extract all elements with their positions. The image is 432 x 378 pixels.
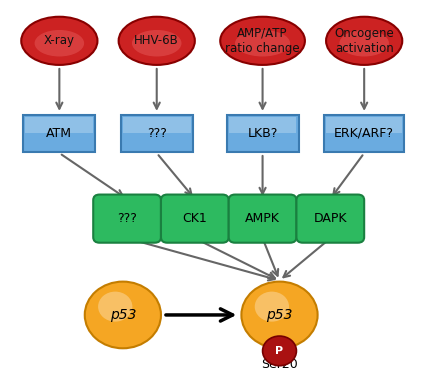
Text: X-ray: X-ray	[44, 34, 75, 47]
Text: AMP/ATP
ratio change: AMP/ATP ratio change	[225, 27, 300, 55]
Ellipse shape	[326, 17, 402, 65]
Text: p53: p53	[110, 308, 136, 322]
Text: AMPK: AMPK	[245, 212, 280, 225]
Text: DAPK: DAPK	[314, 212, 347, 225]
Text: ATM: ATM	[46, 127, 72, 140]
Ellipse shape	[340, 30, 389, 56]
Ellipse shape	[119, 17, 195, 65]
Circle shape	[85, 282, 161, 348]
FancyBboxPatch shape	[326, 117, 402, 133]
Text: LKB?: LKB?	[248, 127, 278, 140]
FancyBboxPatch shape	[123, 117, 191, 133]
FancyBboxPatch shape	[23, 115, 95, 152]
FancyBboxPatch shape	[229, 195, 296, 243]
Ellipse shape	[21, 17, 98, 65]
FancyBboxPatch shape	[121, 115, 193, 152]
FancyBboxPatch shape	[296, 195, 364, 243]
Circle shape	[263, 336, 296, 366]
Ellipse shape	[220, 17, 305, 65]
Text: ???: ???	[147, 127, 167, 140]
Circle shape	[241, 282, 318, 348]
FancyBboxPatch shape	[229, 117, 296, 133]
Text: ERK/ARF?: ERK/ARF?	[334, 127, 394, 140]
Ellipse shape	[35, 30, 84, 56]
FancyBboxPatch shape	[161, 195, 229, 243]
FancyBboxPatch shape	[93, 195, 161, 243]
Text: ???: ???	[117, 212, 137, 225]
Circle shape	[98, 291, 132, 322]
FancyBboxPatch shape	[226, 115, 299, 152]
FancyBboxPatch shape	[324, 115, 404, 152]
Text: CK1: CK1	[182, 212, 207, 225]
Ellipse shape	[235, 30, 290, 56]
Ellipse shape	[132, 30, 181, 56]
Text: Oncogene
activation: Oncogene activation	[334, 27, 394, 55]
Text: P: P	[276, 346, 283, 356]
Text: HHV-6B: HHV-6B	[134, 34, 179, 47]
Text: p53: p53	[266, 308, 293, 322]
Circle shape	[255, 291, 289, 322]
FancyBboxPatch shape	[25, 117, 93, 133]
Text: Ser20: Ser20	[261, 358, 298, 371]
